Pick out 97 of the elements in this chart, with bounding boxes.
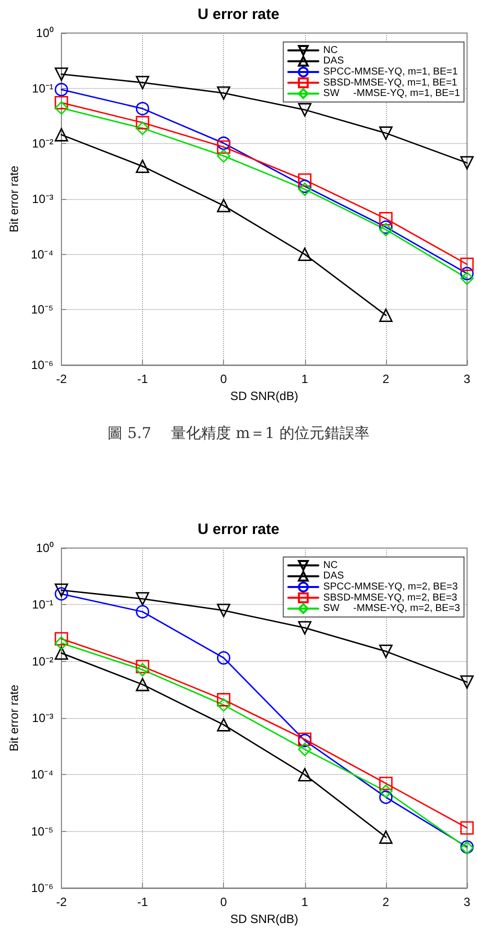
point: [54, 636, 68, 650]
caption: 圖 5.7 量化精度 m＝1 的位元錯誤率: [106, 424, 370, 443]
point: [298, 103, 312, 116]
y-tick-label: 10⁰: [36, 541, 54, 555]
point: [216, 718, 230, 732]
x-tick-label: 0: [220, 372, 228, 386]
x-tick-label: 3: [464, 895, 471, 909]
legend-label: NC: [323, 44, 338, 56]
x-tick-label: -1: [137, 372, 148, 386]
point: [216, 198, 230, 212]
legend-label: SBSD-MMSE-YQ, m=2, BE=3: [323, 592, 458, 604]
y-tick-label: 10⁻³: [32, 711, 54, 725]
legend-label: SW -MMSE-YQ, m=1, BE=1: [323, 88, 460, 100]
point: [216, 86, 230, 100]
point: [379, 776, 393, 790]
legend-label: SPCC-MMSE-YQ, m=1, BE=1: [323, 66, 458, 78]
y-tick-label: 10⁻¹: [32, 81, 54, 96]
point: [136, 116, 150, 130]
y-tick-label: 10⁻²: [32, 654, 54, 668]
point: [216, 149, 230, 163]
point: [379, 126, 393, 140]
x-axis-title: SD SNR(dB): [230, 912, 298, 926]
point: [54, 101, 68, 115]
y-axis-title: Bit error rate: [7, 684, 21, 752]
point: [216, 693, 230, 706]
point: [136, 678, 150, 692]
x-tick-label: -1: [137, 895, 148, 909]
x-tick-label: -2: [56, 372, 68, 386]
x-tick-label: 3: [464, 372, 471, 386]
legend-label: DAS: [323, 56, 344, 67]
legend-label: DAS: [323, 570, 344, 582]
x-tick-label: 2: [382, 372, 390, 386]
point: [216, 136, 230, 150]
point: [298, 621, 312, 635]
y-tick-label: 10⁻⁵: [31, 824, 54, 838]
point: [379, 220, 393, 234]
y-tick-label: 10⁻³: [32, 192, 54, 206]
x-tick-label: -2: [56, 895, 68, 909]
y-tick-label: 10⁻⁴: [30, 247, 54, 262]
point: [298, 768, 312, 782]
legend-label: SW -MMSE-YQ, m=2, BE=3: [323, 603, 460, 614]
point: [54, 646, 68, 660]
legend-label: SBSD-MMSE-YQ, m=1, BE=1: [323, 77, 458, 88]
point: [460, 156, 474, 170]
point: [136, 605, 150, 618]
point: [54, 68, 68, 81]
point: [54, 96, 68, 110]
point: [379, 212, 393, 226]
point: [136, 102, 150, 116]
point: [136, 160, 150, 173]
y-tick-label: 10⁰: [36, 26, 54, 40]
point: [54, 584, 68, 597]
chart-title: U error rate: [198, 521, 280, 538]
point: [136, 122, 150, 135]
point: [460, 821, 474, 835]
point: [298, 173, 312, 187]
point: [136, 76, 150, 90]
x-tick-label: 0: [220, 895, 228, 909]
point: [216, 604, 230, 618]
point: [460, 675, 474, 689]
x-tick-label: 1: [301, 895, 308, 909]
point: [136, 660, 150, 674]
x-axis-title: SD SNR(dB): [230, 388, 298, 403]
point: [460, 266, 474, 280]
point: [379, 790, 393, 804]
y-tick-label: 10⁻⁶: [31, 358, 54, 372]
point: [216, 140, 230, 154]
legend-label: SPCC-MMSE-YQ, m=2, BE=3: [323, 582, 458, 592]
x-tick-label: 1: [301, 372, 308, 386]
point: [298, 180, 312, 193]
y-axis-title: Bit error rate: [7, 165, 21, 232]
chart-title: U error rate: [198, 6, 280, 23]
point: [54, 82, 68, 96]
point: [379, 784, 393, 798]
x-tick-label: 2: [382, 895, 390, 909]
point: [54, 587, 68, 601]
y-tick-label: 10⁻⁵: [31, 302, 54, 317]
y-tick-label: 10⁻²: [32, 136, 54, 151]
y-tick-label: 10⁻¹: [32, 598, 54, 612]
point: [298, 248, 312, 262]
point: [460, 272, 474, 285]
point: [216, 698, 230, 712]
point: [460, 258, 474, 272]
point: [379, 644, 393, 658]
y-tick-label: 10⁻⁶: [31, 881, 54, 895]
point: [54, 128, 68, 142]
point: [379, 308, 393, 322]
point: [298, 182, 312, 196]
point: [136, 592, 150, 606]
y-tick-label: 10⁻⁴: [30, 768, 54, 782]
point: [136, 663, 150, 676]
point: [216, 651, 230, 665]
point: [379, 222, 393, 236]
point: [54, 632, 68, 646]
point: [298, 742, 312, 756]
legend-label: NC: [323, 560, 338, 571]
point: [379, 830, 393, 844]
